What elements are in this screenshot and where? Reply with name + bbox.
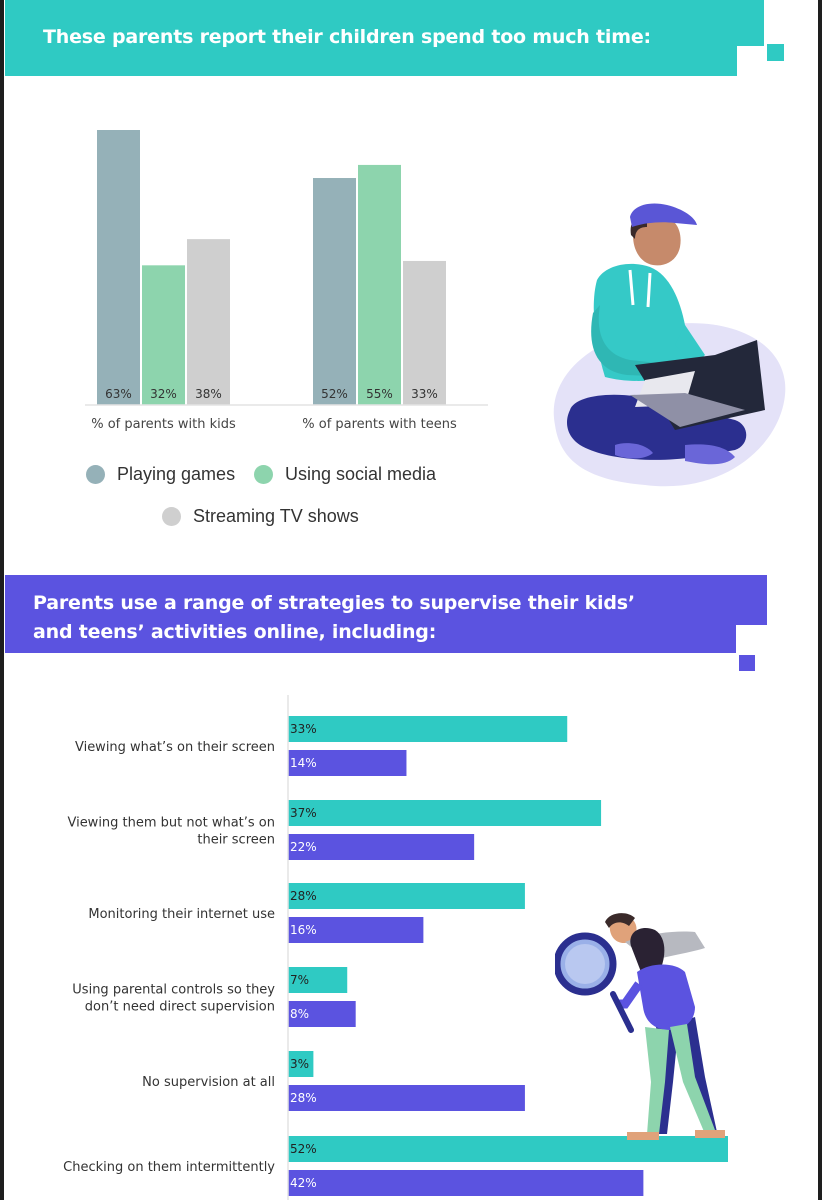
- bar-value-label: 8%: [290, 1007, 309, 1021]
- bar-value-label: 22%: [290, 840, 317, 854]
- vertical-bar-chart: 63% 32% 38% % of parents with kids 52% 55% 33%…: [85, 130, 488, 432]
- bar-value-label: 28%: [290, 1091, 317, 1105]
- legend-label: Playing games: [117, 464, 236, 484]
- bar-playing-games: [97, 130, 140, 405]
- bar-using-social-media: [142, 265, 185, 405]
- category-label: their screen: [197, 833, 275, 848]
- category-label: Viewing what’s on their screen: [75, 740, 275, 755]
- bar-value-label: 7%: [290, 973, 309, 987]
- banner-notch: [737, 46, 765, 76]
- bar-purple: [288, 1001, 356, 1027]
- section1-title: These parents report their children spen…: [43, 26, 651, 48]
- legend-dot: [254, 465, 273, 484]
- bar-value-label: 37%: [290, 806, 317, 820]
- bar-purple: [288, 1170, 644, 1196]
- section2-title: Parents use a range of strategies to sup…: [33, 592, 635, 643]
- bar-purple: [288, 750, 407, 776]
- horizontal-bar-chart: 33% 14% Viewing what’s on their screen 37% 2…: [63, 695, 728, 1200]
- category-label: % of parents with teens: [302, 417, 457, 432]
- bar-using-social-media: [358, 164, 401, 405]
- legend-dot: [86, 465, 105, 484]
- banner-notch: [736, 625, 767, 653]
- frame-left: [0, 0, 4, 1200]
- bar-value-label: 28%: [290, 889, 317, 903]
- bar-teal: [288, 967, 348, 993]
- legend-item-streaming: Streaming TV shows: [162, 506, 359, 527]
- bar-purple: [288, 917, 424, 943]
- frame-right: [818, 0, 822, 1200]
- bar-value-label: 55%: [366, 387, 393, 401]
- category-label: don’t need direct supervision: [85, 1000, 275, 1015]
- bar-streaming-tv-shows: [187, 239, 230, 405]
- bar-value-label: 32%: [150, 387, 177, 401]
- bar-teal: [288, 800, 602, 826]
- category-label: % of parents with kids: [91, 417, 236, 432]
- bar-teal: [288, 716, 568, 742]
- bar-value-label: 42%: [290, 1176, 317, 1190]
- section1-banner: These parents report their children spen…: [5, 0, 765, 76]
- bar-teal: [288, 883, 525, 909]
- category-label: No supervision at all: [142, 1075, 275, 1090]
- legend-label: Streaming TV shows: [193, 506, 359, 526]
- bar-value-label: 38%: [195, 387, 222, 401]
- bar-value-label: 52%: [290, 1142, 317, 1156]
- legend-item-games: Playing games: [86, 464, 235, 485]
- bar-value-label: 3%: [290, 1057, 309, 1071]
- category-label: Checking on them intermittently: [63, 1160, 275, 1175]
- laptop-person-illustration: [553, 203, 786, 487]
- category-label: Monitoring their internet use: [88, 907, 275, 922]
- bar-purple: [288, 834, 475, 860]
- bar-value-label: 33%: [290, 722, 317, 736]
- bar-value-label: 16%: [290, 923, 317, 937]
- category-label: Using parental controls so they: [72, 983, 275, 998]
- bar-value-label: 14%: [290, 756, 317, 770]
- accent-square: [739, 655, 755, 671]
- bar-value-label: 33%: [411, 387, 438, 401]
- bar-teal: [288, 1051, 314, 1077]
- accent-square: [767, 44, 784, 61]
- category-label: Viewing them but not what’s on: [67, 816, 275, 831]
- magnifier-people-illustration: [555, 913, 725, 1140]
- section2-banner: Parents use a range of strategies to sup…: [5, 575, 767, 653]
- bar-playing-games: [313, 178, 356, 405]
- legend-dot: [162, 507, 181, 526]
- bar-value-label: 52%: [321, 387, 348, 401]
- legend-item-social: Using social media: [254, 464, 436, 485]
- bar-purple: [288, 1085, 525, 1111]
- bar-teal: [288, 1136, 728, 1162]
- legend-label: Using social media: [285, 464, 437, 484]
- bar-value-label: 63%: [105, 387, 132, 401]
- bar-streaming-tv-shows: [403, 260, 446, 405]
